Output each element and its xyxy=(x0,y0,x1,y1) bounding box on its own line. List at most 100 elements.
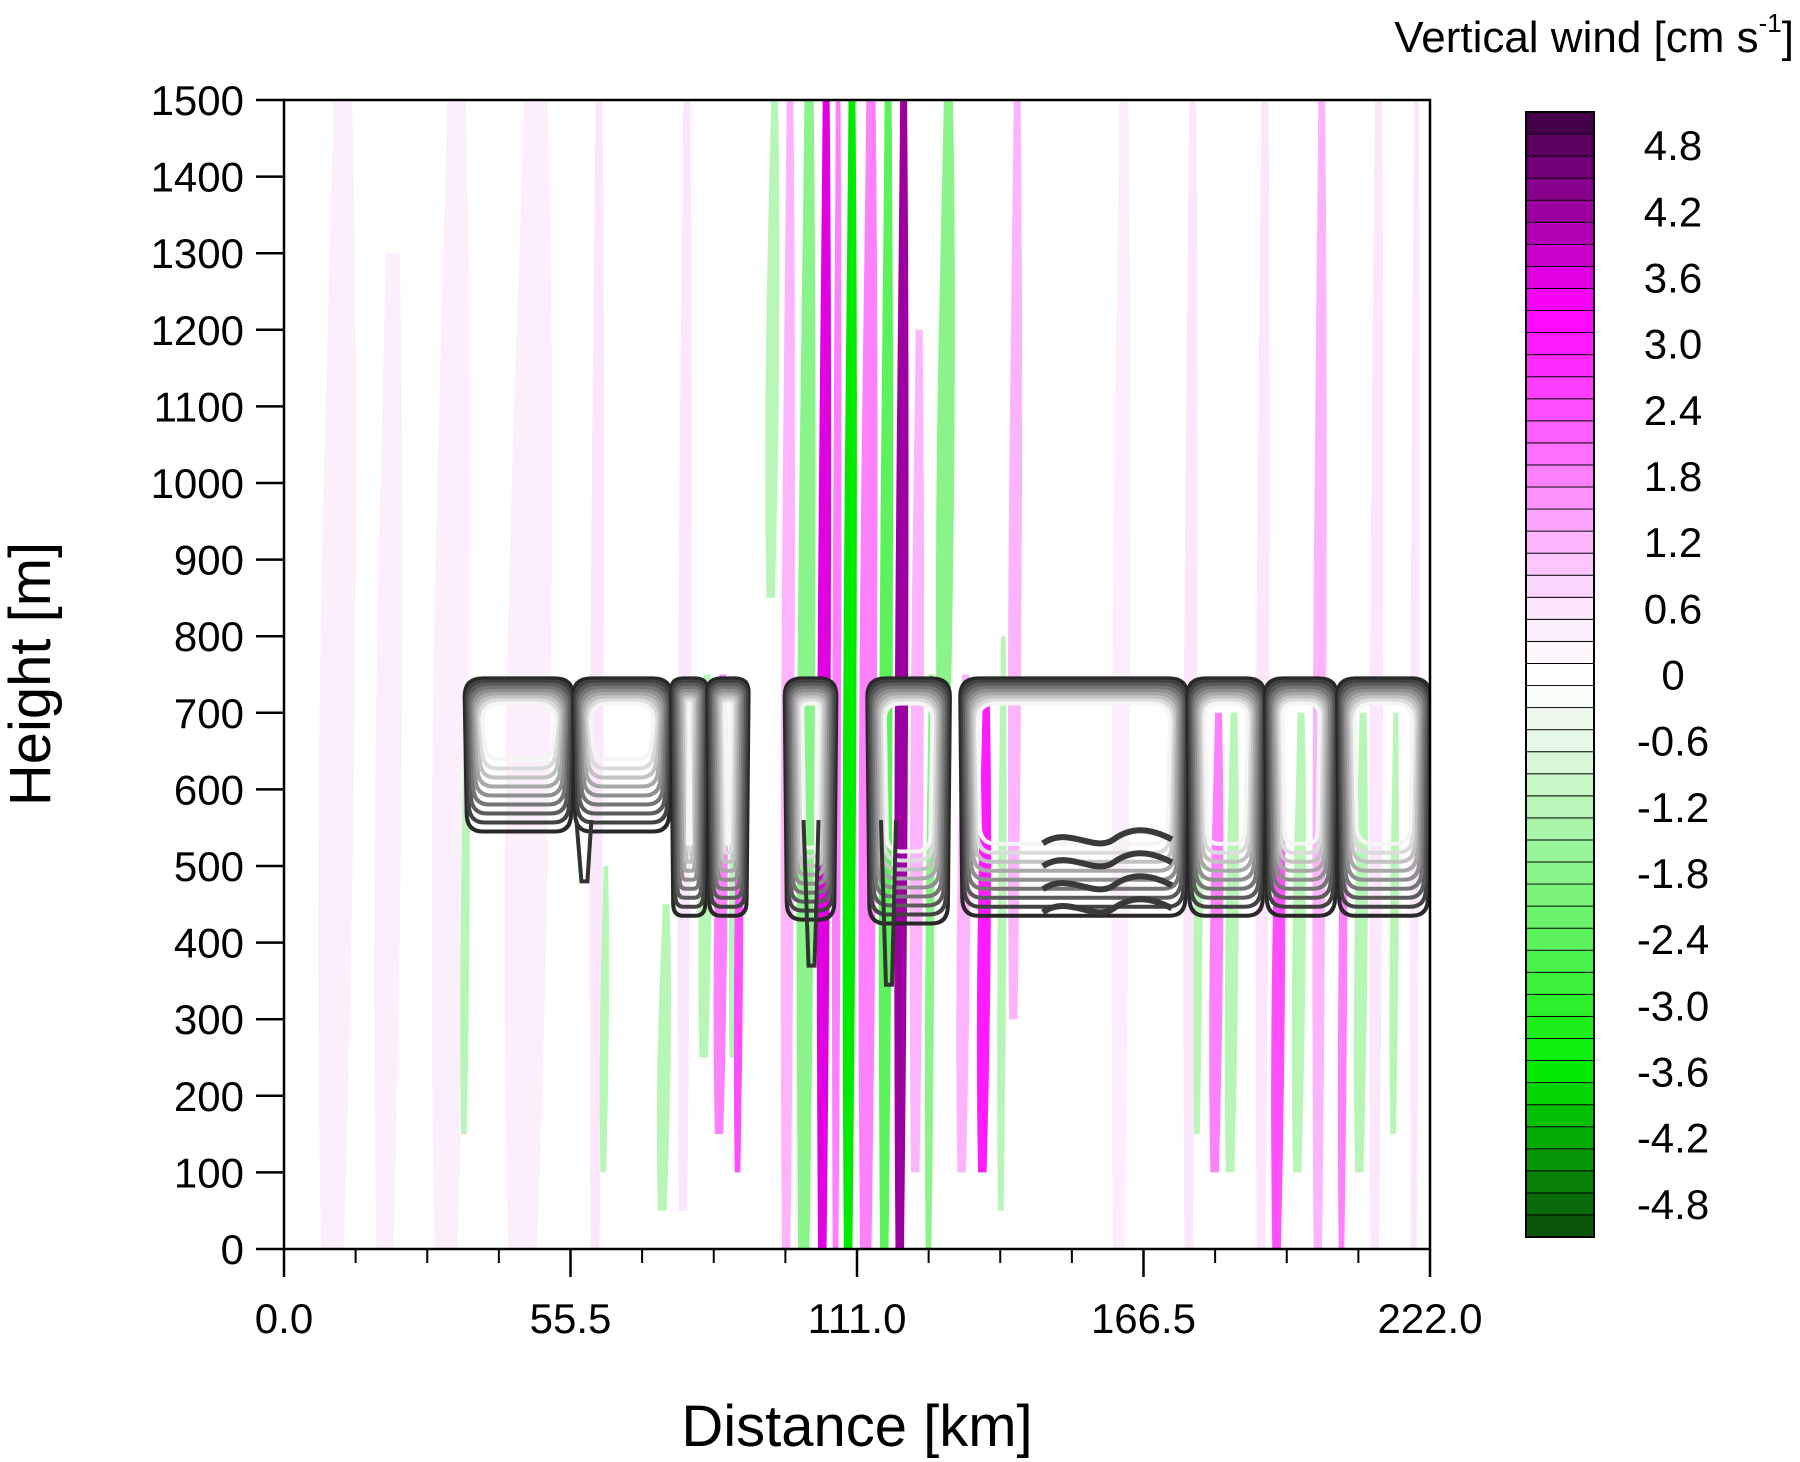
cloud-contour-2-7 xyxy=(684,698,694,855)
wind-band-24 xyxy=(935,100,955,790)
wind-band-14 xyxy=(780,100,795,1249)
cloud-contour-7-2 xyxy=(1189,682,1263,900)
cloud-contour-2-1 xyxy=(671,679,708,909)
colorbar-bin xyxy=(1525,508,1595,532)
cloud-contour-9-4 xyxy=(1343,688,1424,882)
colorbar-bin xyxy=(1525,1126,1595,1150)
colorbar-label: 3.0 xyxy=(1644,321,1702,368)
wind-band-22 xyxy=(909,329,924,1173)
cloud-cell-0 xyxy=(462,676,576,834)
cloud-cell-2 xyxy=(669,676,710,918)
y-tick-label: 600 xyxy=(174,766,244,813)
cloud-contour-0-0 xyxy=(462,676,576,834)
colorbar-label: -3.6 xyxy=(1637,1049,1709,1096)
wind-band-15 xyxy=(796,100,816,1249)
cloud-drip-0 xyxy=(574,819,594,884)
x-axis-title: Distance [km] xyxy=(681,1394,1032,1459)
cloud-contour-4-3 xyxy=(789,685,832,895)
cloud-contour-1-3 xyxy=(577,685,667,807)
cloud-contour-8-3 xyxy=(1269,685,1333,891)
wind-band-32 xyxy=(1209,712,1224,1173)
cloud-contour-2-8 xyxy=(685,701,693,846)
cloud-contour-5-4 xyxy=(874,688,944,890)
cloud-contour-1-0 xyxy=(571,676,674,834)
cloud-contour-4-5 xyxy=(793,692,828,877)
colorbar-label: 4.8 xyxy=(1644,122,1702,169)
colorbar-bin xyxy=(1525,354,1595,378)
cloud-contour-3-5 xyxy=(716,692,740,873)
y-tick-label: 700 xyxy=(174,690,244,737)
cloud-contour-1-7 xyxy=(586,698,658,771)
wind-band-28 xyxy=(1007,100,1023,1020)
colorbar-bin xyxy=(1525,971,1595,995)
cloud-contour-6-1 xyxy=(960,679,1188,909)
x-axis-ticks: 0.0 55.5 111.0 166.5 222.0 xyxy=(255,1249,1483,1342)
colorbar-bin xyxy=(1525,398,1595,422)
wind-band-19 xyxy=(858,100,878,1249)
cloud-contour-8-1 xyxy=(1265,679,1337,909)
wind-band-29 xyxy=(1111,100,1131,1249)
cloud-contour-1-5 xyxy=(582,692,663,789)
wind-band-37 xyxy=(1312,100,1327,1249)
wind-band-42 xyxy=(1410,100,1420,1249)
y-tick-label: 1500 xyxy=(151,77,244,124)
colorbar-bin xyxy=(1525,310,1595,334)
cloud-contour-4-6 xyxy=(795,695,826,868)
cloud-contour-0-5 xyxy=(473,692,565,789)
y-tick-label: 900 xyxy=(174,537,244,584)
colorbar-bin xyxy=(1525,640,1595,664)
colorbar-bin xyxy=(1525,927,1595,951)
wind-band-1 xyxy=(374,253,403,1249)
cloud-contour-3-3 xyxy=(711,685,744,891)
cloud-contour-3-7 xyxy=(720,698,736,855)
colorbar-bin xyxy=(1525,817,1595,841)
colorbar-bin xyxy=(1525,1192,1595,1216)
cloud-contour-7-7 xyxy=(1200,698,1252,855)
wind-band-34 xyxy=(1255,100,1270,1249)
wind-band-6 xyxy=(599,866,610,1173)
colorbar-label: 1.8 xyxy=(1644,453,1702,500)
y-tick-label: 0 xyxy=(221,1226,244,1273)
colorbar-label: 2.4 xyxy=(1644,387,1702,434)
wind-band-21 xyxy=(894,100,909,1249)
cloud-contour-0-1 xyxy=(464,679,573,825)
cloud-contour-0-7 xyxy=(478,698,560,771)
colorbar-bin xyxy=(1525,464,1595,488)
cloud-contour-6-6 xyxy=(971,695,1177,864)
cloud-contour-4-1 xyxy=(784,679,837,913)
colorbar-bin xyxy=(1525,993,1595,1017)
colorbar-label: 1.2 xyxy=(1644,519,1702,566)
cloud-contour-6-2 xyxy=(962,682,1185,900)
cloud-contour-1-6 xyxy=(584,695,660,780)
cloud-contour-3-1 xyxy=(707,679,749,909)
wind-band-13 xyxy=(765,100,780,598)
colorbar-bin xyxy=(1525,1060,1595,1084)
y-tick-label: 1100 xyxy=(154,383,244,430)
colorbar-title-superscript: -1 xyxy=(1759,8,1782,38)
colorbar-label: -1.2 xyxy=(1637,784,1709,831)
colorbar-label: 0.6 xyxy=(1644,585,1702,632)
cloud-contour-0-8 xyxy=(480,701,558,762)
cloud-contour-5-8 xyxy=(882,701,935,854)
colorbar-bin xyxy=(1525,883,1595,907)
cloud-contour-5-2 xyxy=(869,682,948,908)
cloud-contour-6-4 xyxy=(967,688,1181,882)
y-tick-label: 400 xyxy=(174,920,244,967)
colorbar-bin xyxy=(1525,221,1595,245)
cloud-contour-8-0 xyxy=(1262,676,1340,918)
cloud-contour-9-7 xyxy=(1350,698,1417,855)
colorbar-title: Vertical wind [cm s-1] xyxy=(1394,8,1794,62)
colorbar-bin xyxy=(1525,861,1595,885)
cloud-contour-7-5 xyxy=(1196,692,1256,873)
colorbar-bin xyxy=(1525,376,1595,400)
colorbar-bin xyxy=(1525,905,1595,929)
wind-band-8 xyxy=(677,100,692,1211)
cloud-contour-4-2 xyxy=(787,682,834,904)
colorbar-label: -3.0 xyxy=(1637,982,1709,1029)
wind-band-40 xyxy=(1369,100,1384,1249)
cloud-cell-8 xyxy=(1262,676,1340,918)
cloud-contour-6-8 xyxy=(975,701,1172,846)
cloud-contour-5-5 xyxy=(876,692,941,881)
cloud-contour-9-1 xyxy=(1337,679,1430,909)
colorbar-bin xyxy=(1525,332,1595,356)
